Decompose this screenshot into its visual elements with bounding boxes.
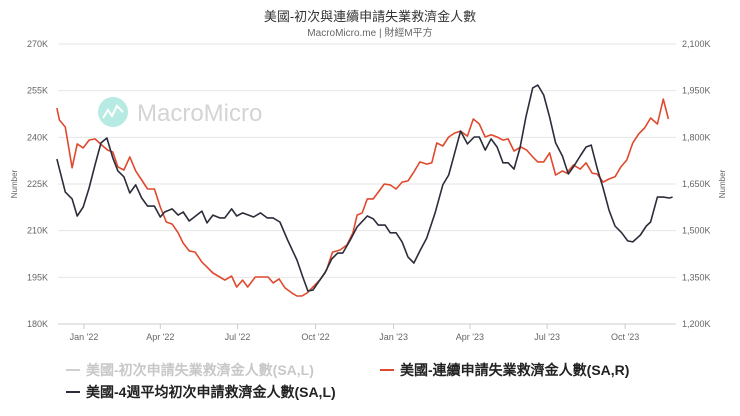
x-tick-label: Jul '23 — [534, 332, 560, 342]
legend-swatch — [66, 391, 80, 393]
watermark-logo-mark-icon — [102, 104, 124, 119]
right-tick-label: 1,950K — [682, 86, 711, 96]
left-tick-label: 270K — [27, 39, 48, 49]
series-line-1 — [56, 98, 670, 297]
right-tick-label: 1,650K — [682, 179, 711, 189]
right-axis-title: Number — [718, 169, 727, 198]
legend-swatch — [66, 369, 80, 371]
x-tick-label: Apr '22 — [146, 332, 174, 342]
legend-label: 美國-初次申請失業救濟金人數(SA,L) — [86, 362, 314, 378]
x-tick-label: Jul '22 — [225, 332, 251, 342]
legend-item-4wk-avg-initial-claims[interactable]: 美國-4週平均初次申請救濟金人數(SA,L) — [66, 382, 336, 402]
left-tick-label: 240K — [27, 132, 48, 142]
series-line-2 — [56, 84, 673, 292]
left-tick-label: 255K — [27, 86, 48, 96]
left-tick-label: 195K — [27, 272, 48, 282]
legend-item-initial-claims[interactable]: 美國-初次申請失業救濟金人數(SA,L) — [66, 360, 314, 380]
chart-title: 美國-初次與連續申請失業救濟金人數 — [263, 9, 477, 24]
right-tick-label: 1,350K — [682, 272, 711, 282]
right-tick-label: 1,200K — [682, 319, 711, 329]
x-tick-label: Jan '22 — [70, 332, 99, 342]
x-tick-label: Apr '23 — [456, 332, 484, 342]
x-tick-label: Oct '23 — [611, 332, 639, 342]
right-tick-label: 1,500K — [682, 226, 711, 236]
legend-label: 美國-4週平均初次申請救濟金人數(SA,L) — [86, 384, 336, 400]
legend-label: 美國-連續申請失業救濟金人數(SA,R) — [400, 362, 630, 378]
right-tick-label: 2,100K — [682, 39, 711, 49]
left-tick-label: 225K — [27, 179, 48, 189]
right-tick-label: 1,800K — [682, 132, 711, 142]
left-tick-label: 210K — [27, 226, 48, 236]
x-tick-label: Jan '23 — [379, 332, 408, 342]
left-tick-label: 180K — [27, 319, 48, 329]
legend-item-continuing-claims[interactable]: 美國-連續申請失業救濟金人數(SA,R) — [380, 360, 629, 380]
legend-swatch — [380, 369, 394, 371]
left-axis-title: Number — [10, 169, 19, 198]
chart-subtitle: MacroMicro.me | 財經M平方 — [307, 28, 433, 39]
x-tick-label: Oct '22 — [301, 332, 329, 342]
watermark-text: MacroMicro — [137, 100, 262, 127]
